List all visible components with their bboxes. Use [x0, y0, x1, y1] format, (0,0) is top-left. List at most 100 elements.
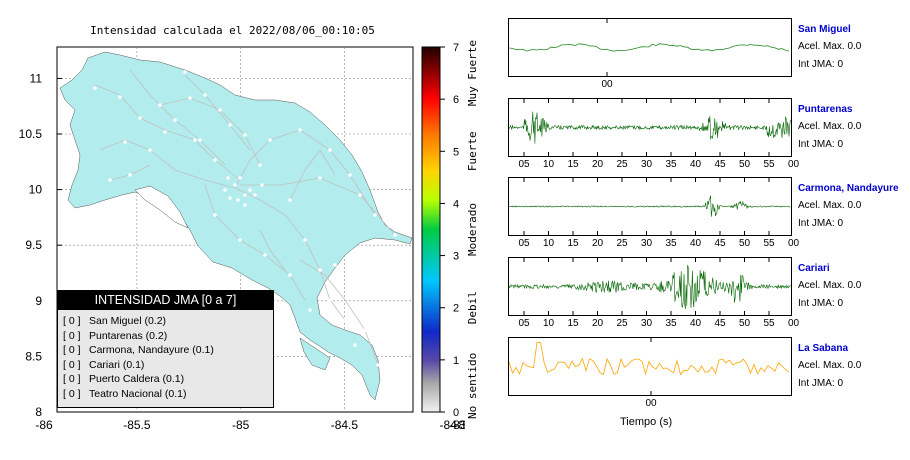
- legend-row: [ 0 ] Puntarenas (0.2): [63, 329, 273, 344]
- station-max-accel: Acel. Max. 0.0: [798, 280, 862, 291]
- city-marker: [198, 138, 202, 142]
- station-info: San Miguel Acel. Max. 0.0 Int JMA: 0: [798, 22, 908, 74]
- costa-rica-landmass: [59, 51, 413, 401]
- city-marker: [243, 203, 247, 207]
- colorbar-tick-label: 3: [453, 251, 459, 263]
- city-marker: [318, 176, 322, 180]
- city-marker: [373, 213, 377, 217]
- waveform-plot: [508, 178, 794, 235]
- colorbar-tick-label: 5: [453, 146, 459, 158]
- waveform-panel: [508, 177, 794, 236]
- city-marker: [228, 123, 232, 127]
- city-marker: [343, 318, 347, 322]
- colorbar-tick-label: 2: [453, 303, 459, 315]
- city-marker: [173, 118, 177, 122]
- map-y-tick-label: 10.5: [19, 127, 43, 141]
- waveform-time-tick-label: 30: [640, 238, 653, 249]
- waveform-time-tick-label: 25: [616, 238, 628, 249]
- osa-peninsula: [299, 337, 331, 371]
- city-marker: [148, 248, 152, 252]
- city-marker: [228, 196, 232, 200]
- legend-row: [ 0 ] Cariari (0.1): [63, 358, 273, 373]
- waveform-plot: [508, 338, 790, 395]
- waveform-trace: [508, 43, 790, 52]
- waveform-time-tick-label: 15: [567, 318, 579, 329]
- waveform-time-tick-label: 00: [787, 238, 800, 249]
- station-info: Puntarenas Acel. Max. 0.0 Int JMA: 0: [798, 102, 908, 154]
- waveform-panel: [508, 337, 792, 396]
- station-jma-intensity: Int JMA: 0: [798, 298, 844, 309]
- legend-station: Cariari (0.1): [89, 358, 145, 371]
- waveform-time-tick-label: 00: [787, 318, 800, 329]
- city-marker: [303, 238, 307, 242]
- road-line: [184, 74, 251, 151]
- station-name: Puntarenas: [798, 104, 853, 115]
- map-x-tick-label: -85: [232, 418, 250, 432]
- city-marker: [218, 108, 222, 112]
- road-line: [289, 149, 336, 201]
- city-marker: [363, 328, 367, 332]
- waveform-panel: [508, 18, 792, 77]
- city-marker: [353, 343, 357, 347]
- map-title: Intensidad calculada el 2022/08/06_00:10…: [90, 24, 375, 37]
- waveform-time-tick-label: 25: [616, 318, 628, 329]
- city-marker: [243, 133, 247, 137]
- city-marker: [158, 103, 162, 107]
- map-x-tick-label: -84: [439, 418, 457, 432]
- road-line: [99, 139, 236, 189]
- waveform-time-tick-label: 50: [738, 318, 751, 329]
- map-y-tick-label: 8: [35, 405, 42, 419]
- city-marker: [223, 188, 227, 192]
- city-marker: [318, 268, 322, 272]
- city-marker: [226, 176, 230, 180]
- city-marker: [118, 95, 122, 99]
- city-marker: [260, 183, 264, 187]
- city-marker: [253, 193, 257, 197]
- map-x-tick-label: -86: [35, 418, 53, 432]
- station-name: Cariari: [798, 263, 830, 274]
- waveform-time-tick-label: 35: [665, 159, 677, 170]
- city-marker: [298, 128, 302, 132]
- waveform-time-tick-label: 35: [665, 318, 677, 329]
- city-marker: [243, 193, 247, 197]
- waveform-time-tick-label: 30: [640, 318, 653, 329]
- road-line: [204, 184, 306, 301]
- colorbar-category-label: Fuerte: [466, 131, 479, 171]
- station-name: San Miguel: [798, 24, 851, 35]
- city-marker: [288, 273, 292, 277]
- legend-station: Puerto Caldera (0.1): [89, 373, 185, 385]
- colorbar-gradient: [421, 46, 441, 413]
- station-max-accel: Acel. Max. 0.0: [798, 121, 862, 132]
- city-marker: [348, 173, 352, 177]
- legend-station: San Miguel (0.2): [89, 315, 167, 327]
- waveform-time-tick-label: 45: [714, 238, 726, 249]
- city-marker: [376, 363, 380, 367]
- station-jma-intensity: Int JMA: 0: [798, 378, 844, 389]
- waveform-time-tick-label: 20: [591, 159, 604, 170]
- waveform-time-tick-label: 25: [616, 159, 628, 170]
- waveform-time-tick-label: 00: [601, 79, 613, 90]
- waveform-plot: [508, 99, 794, 156]
- road-line: [259, 229, 286, 271]
- waveform-plot: [508, 19, 790, 76]
- legend-level: [ 0 ]: [63, 315, 81, 327]
- legend-station: Puntarenas (0.2): [89, 329, 168, 342]
- waveform-time-tick-label: 45: [714, 159, 726, 170]
- city-marker: [268, 138, 272, 142]
- waveform-panel: [508, 98, 794, 157]
- legend-header: INTENSIDAD JMA [0 a 7]: [58, 291, 273, 310]
- waveform-trace: [508, 195, 791, 217]
- waveform-time-tick-label: 40: [689, 238, 702, 249]
- legend-station: Carmona, Nandayure (0.1): [89, 344, 214, 356]
- time-axis-label: Tiempo (s): [620, 416, 673, 428]
- city-marker: [188, 96, 192, 100]
- road-line: [299, 259, 379, 366]
- waveform-time-tick-label: 00: [787, 159, 800, 170]
- map-y-tick-label: 9: [35, 294, 42, 308]
- legend-row: [ 0 ] Puerto Caldera (0.1): [63, 372, 273, 387]
- waveform-time-tick-label: 55: [763, 318, 775, 329]
- city-marker: [163, 130, 167, 134]
- legend-level: [ 0 ]: [63, 329, 81, 342]
- map-y-tick-label: 10: [29, 183, 43, 197]
- station-info: Carmona, Nandayure Acel. Max. 0.0 Int JMA:…: [798, 181, 908, 233]
